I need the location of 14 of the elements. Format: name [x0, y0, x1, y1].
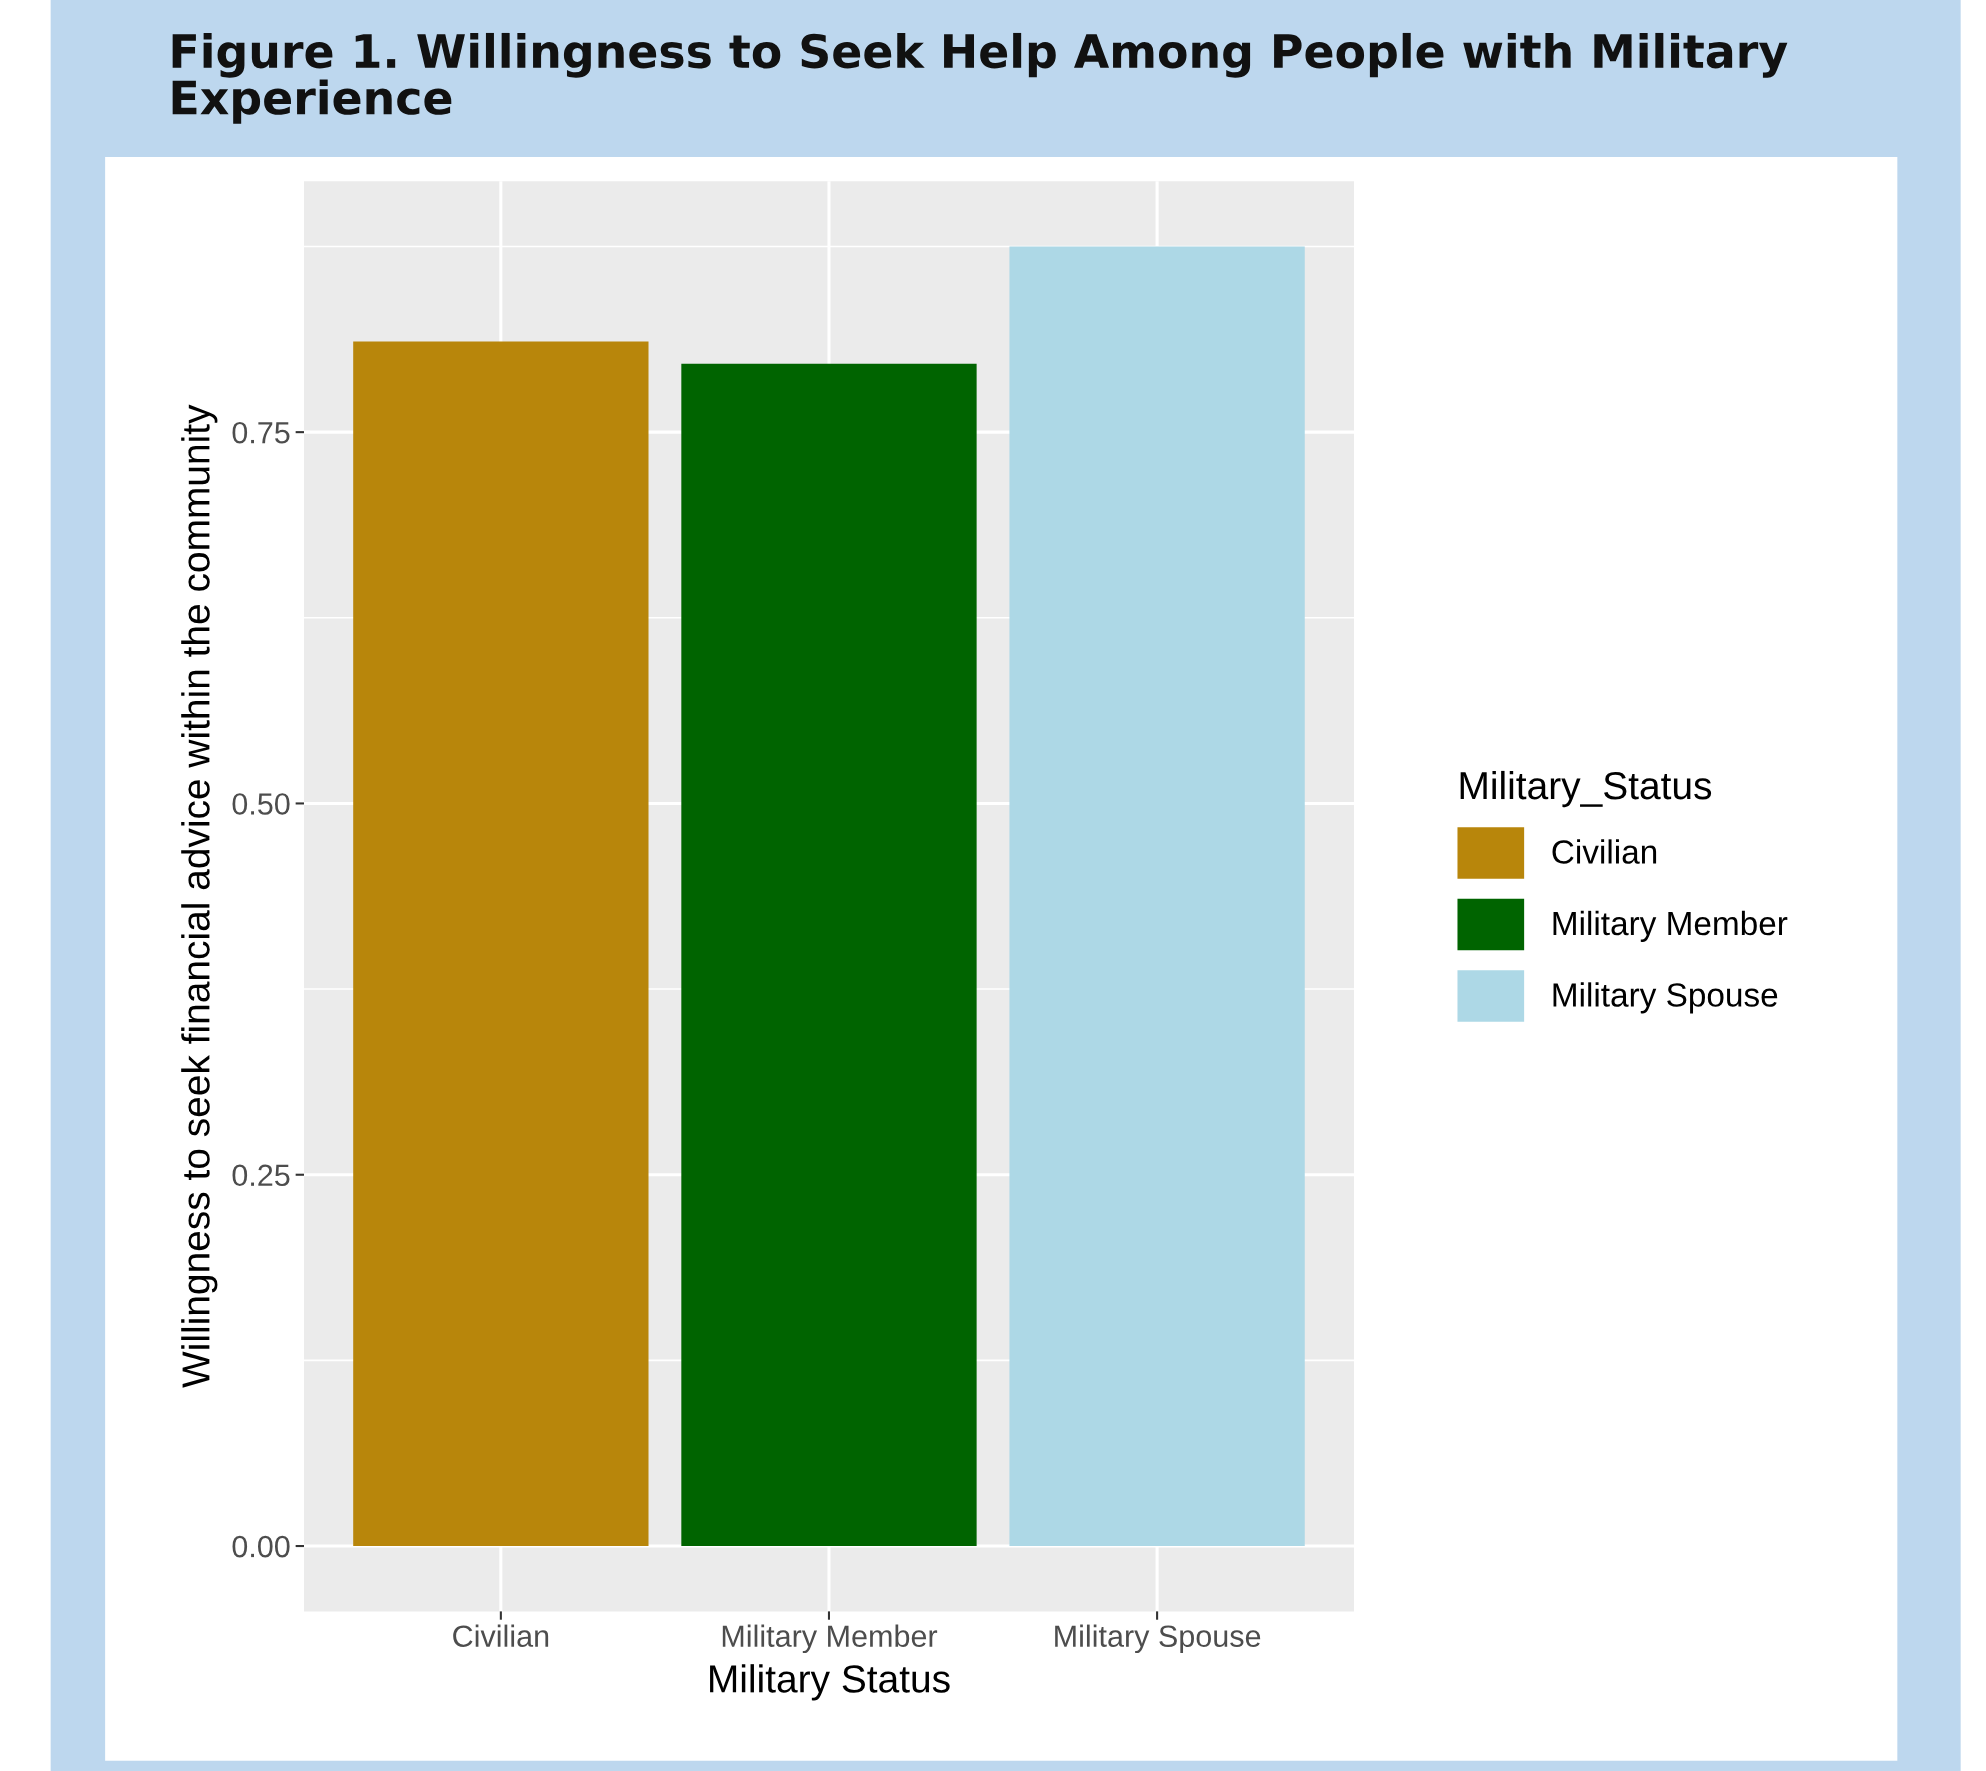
- y-axis-title: Willingness to seek financial advice within the community: [181, 404, 218, 1388]
- legend-label: Military Spouse: [1553, 982, 1778, 1014]
- y-tick-label: 0.25: [232, 1164, 290, 1187]
- y-tick-label: 0.00: [232, 1535, 290, 1558]
- y-tick-label: 0.75: [232, 421, 290, 444]
- x-tick-label: Civilian: [453, 1624, 549, 1648]
- x-tick-label: Military Member: [722, 1624, 938, 1654]
- legend-label: Military Member: [1553, 910, 1788, 942]
- x-axis-title: Military Status: [710, 1664, 950, 1701]
- x-tick-label: Military Spouse: [1055, 1624, 1261, 1654]
- legend-title: Military_Status: [1460, 770, 1712, 808]
- chart-title: Figure 1. Willingness to Seek Help Among People with Military Experience: [172, 32, 1788, 124]
- y-tick-label: 0.50: [232, 793, 290, 815]
- legend-label: Civilian: [1552, 839, 1657, 864]
